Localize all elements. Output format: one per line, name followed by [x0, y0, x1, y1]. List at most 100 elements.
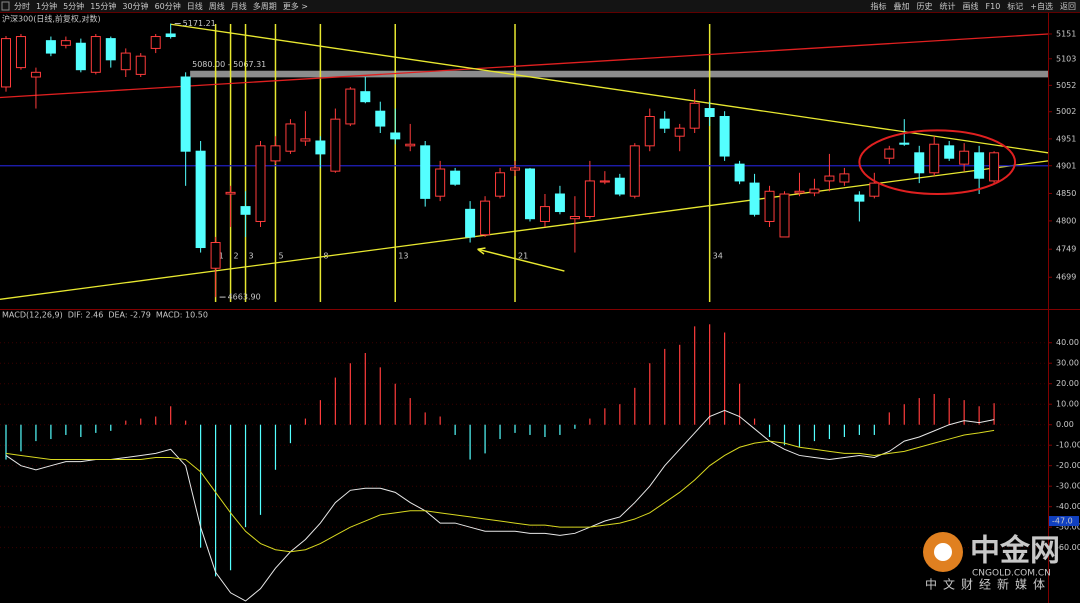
- y-tick-label: -20.00: [1056, 461, 1080, 470]
- low-label: 4663.90: [228, 293, 261, 302]
- fib-label: 1: [219, 252, 224, 261]
- y-tick-label: 4951: [1056, 134, 1076, 143]
- candle-body: [524, 168, 535, 220]
- candle-body: [375, 110, 386, 127]
- cursor-label: -47.0: [1052, 517, 1073, 526]
- toolbar-tab[interactable]: 15分钟: [90, 1, 116, 11]
- y-tick-label: -10.00: [1056, 441, 1080, 450]
- y-tick-label: 5002: [1056, 107, 1076, 116]
- candle-body: [794, 190, 805, 194]
- candle-body: [345, 88, 356, 125]
- candle-body: [165, 33, 176, 38]
- candle-body: [300, 138, 311, 142]
- toolbar-tab[interactable]: 月线: [231, 1, 247, 11]
- candle-body: [614, 177, 625, 195]
- candle-body: [734, 163, 745, 182]
- candle-body: [959, 150, 970, 165]
- candle-body: [539, 206, 550, 222]
- y-tick-label: -40.00: [1056, 502, 1080, 511]
- candle-body: [824, 175, 835, 182]
- candle-body: [839, 173, 850, 183]
- toolbar-bg: [0, 0, 1080, 12]
- toolbar-tab[interactable]: 更多 >: [283, 1, 308, 11]
- y-tick-label: 4749: [1056, 245, 1076, 254]
- candle-body: [240, 206, 251, 215]
- y-tick-label: -60.00: [1056, 543, 1080, 552]
- y-tick-label: 10.00: [1056, 400, 1079, 409]
- candle-body: [689, 102, 700, 129]
- y-tick-label: 40.00: [1056, 338, 1079, 347]
- candle-body: [90, 36, 101, 73]
- candle-body: [719, 115, 730, 157]
- candle-body: [270, 145, 281, 162]
- candle-body: [659, 118, 670, 129]
- toolbar-action[interactable]: 叠加: [894, 1, 910, 11]
- toolbar-action[interactable]: 统计: [940, 1, 956, 11]
- toolbar-tab[interactable]: 5分钟: [63, 1, 84, 11]
- y-tick-label: 5103: [1056, 54, 1076, 63]
- toolbar-tab[interactable]: 30分钟: [122, 1, 148, 11]
- y-tick-label: 4800: [1056, 216, 1076, 225]
- candle-body: [180, 76, 191, 152]
- candle-body: [779, 193, 790, 238]
- y-tick-label: 4850: [1056, 189, 1076, 198]
- candle-body: [749, 182, 760, 215]
- high-label: 5171.21: [183, 19, 216, 28]
- toolbar-action[interactable]: +自选: [1030, 1, 1053, 11]
- candle-body: [150, 36, 161, 49]
- candle-body: [554, 193, 565, 213]
- candle-body: [869, 182, 880, 197]
- candle-body: [495, 172, 506, 197]
- candle-body: [60, 40, 71, 46]
- band-label: 5080.00 - 5067.31: [192, 60, 266, 69]
- toolbar-action[interactable]: 画线: [963, 1, 979, 11]
- toolbar-action[interactable]: 指标: [871, 1, 887, 11]
- legend-entry: DEA: -2.79: [108, 311, 150, 320]
- candle-body: [330, 118, 341, 172]
- candle-body: [225, 191, 236, 195]
- y-tick-label: 4699: [1056, 273, 1076, 282]
- toolbar-action[interactable]: 历史: [917, 1, 933, 11]
- candle-body: [465, 208, 476, 238]
- candle-body: [390, 132, 401, 140]
- toolbar-tab[interactable]: 1分钟: [36, 1, 57, 11]
- candle-body: [974, 152, 985, 179]
- candle-body: [914, 152, 925, 174]
- candle-body: [105, 38, 116, 61]
- toolbar-action[interactable]: 返回: [1060, 2, 1076, 11]
- candle-body: [30, 71, 41, 78]
- chart-title: 沪深300(日线,前复权,对数): [2, 14, 101, 24]
- toolbar-tab[interactable]: 日线: [187, 1, 203, 11]
- candle-body: [944, 145, 955, 159]
- y-tick-label: 20.00: [1056, 379, 1079, 388]
- fib-label: 2: [234, 252, 239, 261]
- fib-label: 3: [249, 252, 254, 261]
- toolbar-tab[interactable]: 60分钟: [155, 1, 181, 11]
- logo-name: 中金网: [970, 534, 1060, 569]
- candle-body: [120, 52, 131, 71]
- candle-body: [884, 148, 895, 159]
- logo-slogan: 中文财经新媒体: [925, 577, 1051, 592]
- candle-body: [210, 242, 221, 269]
- toolbar-action[interactable]: 标记: [1007, 1, 1023, 11]
- y-tick-label: 4901: [1056, 161, 1076, 170]
- toolbar-tab[interactable]: 分时: [14, 1, 30, 11]
- candle-body: [285, 123, 296, 152]
- y-tick-label: 5052: [1056, 81, 1076, 90]
- candle-body: [764, 190, 775, 222]
- candle-body: [809, 188, 820, 194]
- logo-inner: [934, 543, 952, 561]
- candle-body: [929, 143, 940, 174]
- menu-icon[interactable]: [1, 1, 10, 11]
- candle-body: [75, 42, 86, 71]
- candle-body: [584, 180, 595, 217]
- toolbar-tab[interactable]: 周线: [209, 1, 225, 11]
- candle-body: [510, 167, 521, 171]
- indicator-title: MACD(12,26,9): [2, 311, 63, 320]
- trendline: [170, 23, 1049, 154]
- toolbar-tab[interactable]: 多周期: [253, 1, 277, 11]
- toolbar-action[interactable]: F10: [986, 2, 1001, 11]
- fib-label: 13: [398, 252, 408, 261]
- candle-body: [135, 55, 146, 75]
